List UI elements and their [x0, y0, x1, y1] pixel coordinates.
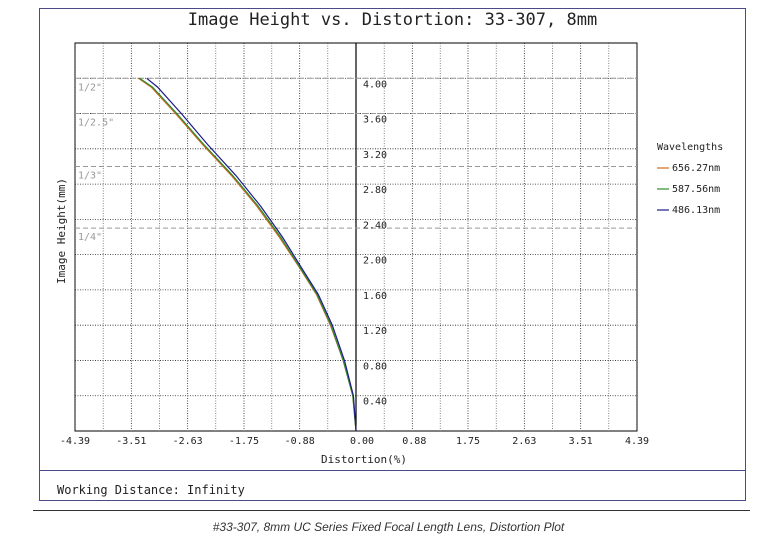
x-tick-label: -0.88 [285, 436, 315, 447]
x-tick-label: 0.00 [350, 436, 374, 447]
y-tick-label: 2.00 [363, 256, 387, 267]
x-tick-label: 3.51 [569, 436, 593, 447]
figure-caption: #33-307, 8mm UC Series Fixed Focal Lengt… [212, 520, 565, 534]
x-tick-label: 2.63 [512, 436, 536, 447]
y-tick-label: 3.20 [363, 150, 387, 161]
legend-entry: 486.13nm [672, 205, 720, 216]
y-tick-label: 0.40 [363, 397, 387, 408]
x-tick-label: 0.88 [402, 436, 426, 447]
x-tick-label: -2.63 [173, 436, 203, 447]
working-distance-text: Working Distance: Infinity [57, 483, 245, 497]
y-tick-label: 2.40 [363, 220, 387, 231]
x-tick-label: -3.51 [116, 436, 146, 447]
y-tick-label: 4.00 [363, 79, 387, 90]
y-tick-label: 1.20 [363, 326, 387, 337]
distortion-chart: 1/2" 1/2.5" 1/3" 1/4" -4.39 -3.51 -2.63 -1.75 -0… [55, 42, 723, 466]
legend-title: Wavelengths [657, 142, 723, 153]
y-tick-label: 1.60 [363, 291, 387, 302]
series-line-587.56nm [139, 77, 357, 431]
sensor-format-label: 1/4" [78, 232, 102, 243]
x-axis-label: Distortion(%) [321, 453, 407, 466]
x-tick-label: -4.39 [60, 436, 90, 447]
legend-entry: 656.27nm [672, 163, 720, 174]
sensor-format-label: 1/2" [78, 82, 102, 93]
y-tick-label: 3.60 [363, 115, 387, 126]
footer-divider [39, 470, 746, 471]
y-tick-label: 2.80 [363, 185, 387, 196]
sensor-format-label: 1/3" [78, 170, 102, 181]
caption-rule [33, 510, 750, 511]
chart-title: Image Height vs. Distortion: 33-307, 8mm [187, 10, 598, 30]
x-tick-label: 4.39 [625, 436, 649, 447]
x-tick-label: 1.75 [456, 436, 480, 447]
series-line-486.13nm [146, 77, 357, 431]
x-tick-label: -1.75 [229, 436, 259, 447]
y-tick-label: 0.80 [363, 361, 387, 372]
legend-entry: 587.56nm [672, 184, 720, 195]
sensor-format-label: 1/2.5" [78, 118, 114, 129]
chart-frame [39, 8, 746, 501]
y-axis-label: Image Height(mm) [55, 178, 68, 284]
